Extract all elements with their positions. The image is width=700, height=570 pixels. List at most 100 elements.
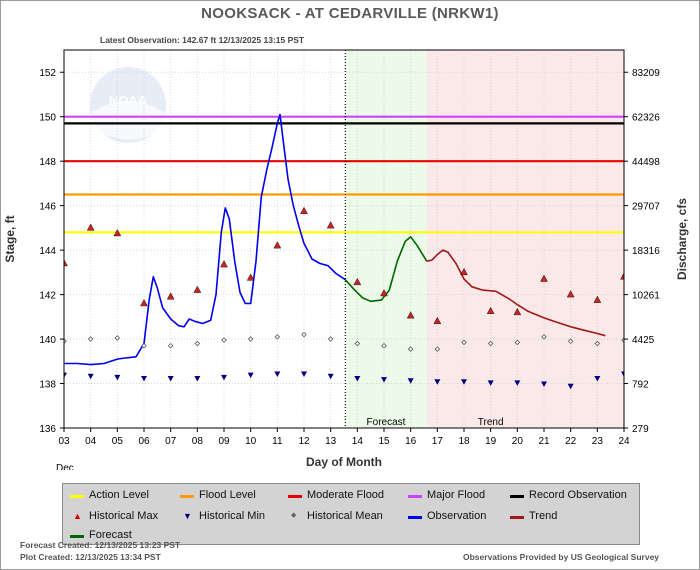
x-axis-title: Day of Month — [306, 455, 382, 469]
historical-min-point — [354, 375, 361, 382]
historical-max-point — [193, 285, 202, 293]
diamond-icon: ◆ — [291, 512, 297, 519]
historical-mean-point — [541, 334, 547, 340]
legend-swatch-trend — [510, 516, 524, 519]
historical-max-point — [273, 241, 282, 249]
historical-mean-point — [567, 338, 574, 345]
historical-min-point — [434, 379, 441, 385]
stage-tick-label: 144 — [39, 246, 56, 257]
month-label: Dec — [56, 463, 74, 470]
day-tick-label: 11 — [272, 436, 283, 447]
historical-max-point — [86, 223, 95, 231]
legend-action: Action Level — [89, 489, 149, 501]
day-tick-label: 24 — [618, 436, 630, 447]
historical-max-point — [380, 289, 388, 297]
latest-observation: Latest Observation: 142.67 ft 12/13/2025… — [100, 35, 305, 45]
legend-record: Record Observation — [529, 489, 627, 501]
historical-max-point — [406, 311, 415, 319]
day-tick-label: 08 — [192, 436, 204, 447]
chart-title: NOOKSACK - AT CEDARVILLE (NRKW1) — [201, 5, 499, 22]
legend-hist-max: Historical Max — [89, 510, 159, 522]
historical-mean-point — [87, 336, 94, 342]
day-tick-label: 04 — [85, 436, 97, 447]
trend-region — [426, 50, 624, 428]
plot-created: Plot Created: 12/13/2025 13:34 PST — [20, 552, 161, 562]
noaa-logo-text: NOAA — [109, 93, 148, 108]
observation-line — [64, 113, 346, 366]
day-tick-label: 14 — [352, 436, 364, 447]
historical-min-point — [114, 374, 121, 381]
historical-min-point — [541, 381, 547, 388]
flow-tick-label: 279 — [632, 424, 649, 435]
historical-mean-point — [461, 339, 467, 346]
historical-max-point — [64, 259, 68, 267]
historical-mean-point — [594, 340, 601, 347]
flow-tick-label: 10261 — [632, 291, 660, 302]
historical-min-point — [64, 372, 67, 379]
flow-tick-label: 29707 — [632, 202, 660, 213]
historical-mean-point — [194, 340, 201, 347]
historical-max-point — [513, 307, 522, 316]
stage-tick-label: 152 — [39, 68, 56, 79]
historical-max-point — [460, 267, 468, 276]
day-tick-label: 09 — [218, 436, 230, 447]
day-tick-label: 03 — [58, 436, 70, 447]
day-tick-label: 16 — [405, 436, 417, 447]
historical-max-point — [166, 292, 175, 300]
stage-tick-label: 136 — [39, 424, 56, 435]
y-axis-title-right: Discharge, cfs — [675, 198, 689, 280]
triangle-down-icon: ▼ — [183, 511, 192, 521]
flow-tick-label: 62326 — [632, 113, 660, 124]
day-tick-label: 12 — [298, 436, 310, 447]
forecast-line — [344, 236, 428, 303]
hydrograph-chart: NOAA 136 138 140 142 144 146 148 150 152 279 792 44… — [3, 49, 689, 470]
historical-min-point — [381, 377, 387, 383]
stage-tick-label: 140 — [39, 335, 56, 346]
legend-swatch-record — [510, 495, 524, 498]
flow-tick-label: 83209 — [632, 68, 660, 79]
historical-mean-point — [354, 340, 361, 347]
historical-mean-point — [141, 342, 147, 349]
historical-max-point — [220, 260, 228, 268]
historical-mean-point — [114, 335, 121, 341]
historical-max-point — [620, 272, 624, 280]
y-axis-title-left: Stage, ft — [3, 215, 17, 262]
legend-major: Major Flood — [427, 489, 486, 501]
legend: Action Level Flood Level Moderate Flood … — [62, 483, 640, 545]
noaa-logo-wave — [92, 101, 164, 140]
triangle-up-icon: ▲ — [73, 511, 82, 521]
historical-mean-point — [407, 346, 414, 352]
historical-min-point — [167, 375, 174, 382]
noaa-logo-watermark: NOAA — [90, 67, 166, 143]
legend-moderate: Moderate Flood — [307, 489, 385, 501]
historical-max-point — [113, 229, 122, 237]
flow-tick-label: 18316 — [632, 246, 660, 257]
trend-line — [426, 249, 606, 337]
day-tick-label: 05 — [112, 436, 124, 447]
historical-max-point — [540, 274, 548, 282]
legend-swatch-moderate — [288, 495, 302, 498]
historical-mean-point — [434, 346, 441, 352]
day-tick-label: 13 — [325, 436, 337, 447]
historical-mean-point — [274, 334, 281, 340]
historical-mean-point — [381, 342, 387, 349]
historical-mean-point — [621, 337, 624, 343]
day-tick-label: 21 — [538, 436, 550, 447]
historical-max-point — [353, 277, 362, 286]
historical-min-point — [621, 371, 624, 378]
historical-min-point — [487, 380, 494, 386]
historical-min-point — [514, 380, 521, 386]
historical-min-point — [567, 383, 574, 390]
stage-tick-label: 150 — [39, 113, 56, 124]
day-tick-label: 15 — [378, 436, 390, 447]
day-tick-label: 06 — [138, 436, 150, 447]
historical-min-point — [274, 371, 281, 378]
stage-tick-label: 148 — [39, 157, 56, 168]
historical-mean-point — [64, 338, 67, 345]
day-tick-label: 20 — [512, 436, 524, 447]
historical-min-point — [194, 375, 201, 382]
historical-mean-point — [301, 331, 307, 338]
historical-min-point — [247, 372, 254, 379]
legend-trend: Trend — [529, 510, 558, 522]
legend-swatch-flood — [180, 495, 194, 498]
